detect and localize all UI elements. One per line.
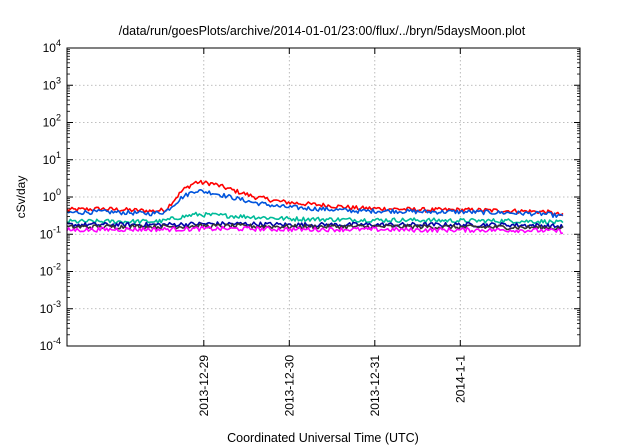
y-tick-label: 10-2 bbox=[40, 262, 61, 279]
x-axis-label: Coordinated Universal Time (UTC) bbox=[227, 431, 419, 445]
y-tick-label: 101 bbox=[43, 150, 61, 167]
y-tick-label: 103 bbox=[43, 75, 61, 92]
series-line-0 bbox=[66, 179, 564, 216]
series-layer bbox=[66, 179, 564, 235]
y-tick-label: 102 bbox=[43, 113, 61, 130]
x-tick-label: 2014-1-1 bbox=[453, 355, 467, 403]
chart-title: /data/run/goesPlots/archive/2014-01-01/2… bbox=[119, 24, 526, 38]
series-line-4 bbox=[66, 223, 564, 231]
y-tick-label: 10-4 bbox=[40, 336, 61, 353]
y-tick-label: 10-1 bbox=[40, 224, 61, 241]
series-line-5 bbox=[66, 225, 564, 235]
grid-layer bbox=[67, 48, 580, 346]
y-tick-label: 100 bbox=[43, 187, 61, 204]
x-tick-label: 2013-12-31 bbox=[368, 355, 382, 417]
x-tick-label: 2013-12-29 bbox=[197, 355, 211, 417]
y-axis-label: cSv/day bbox=[14, 176, 28, 219]
x-tick-label: 2013-12-30 bbox=[282, 355, 296, 417]
tick-layer: 10-4 10-3 10-2 10-1 100 101 102 103 104 2013-12-2… bbox=[40, 38, 580, 416]
y-tick-label: 104 bbox=[43, 38, 61, 55]
series-line-2 bbox=[66, 211, 564, 225]
series-line-1 bbox=[66, 189, 564, 218]
y-tick-label: 10-3 bbox=[40, 299, 61, 316]
